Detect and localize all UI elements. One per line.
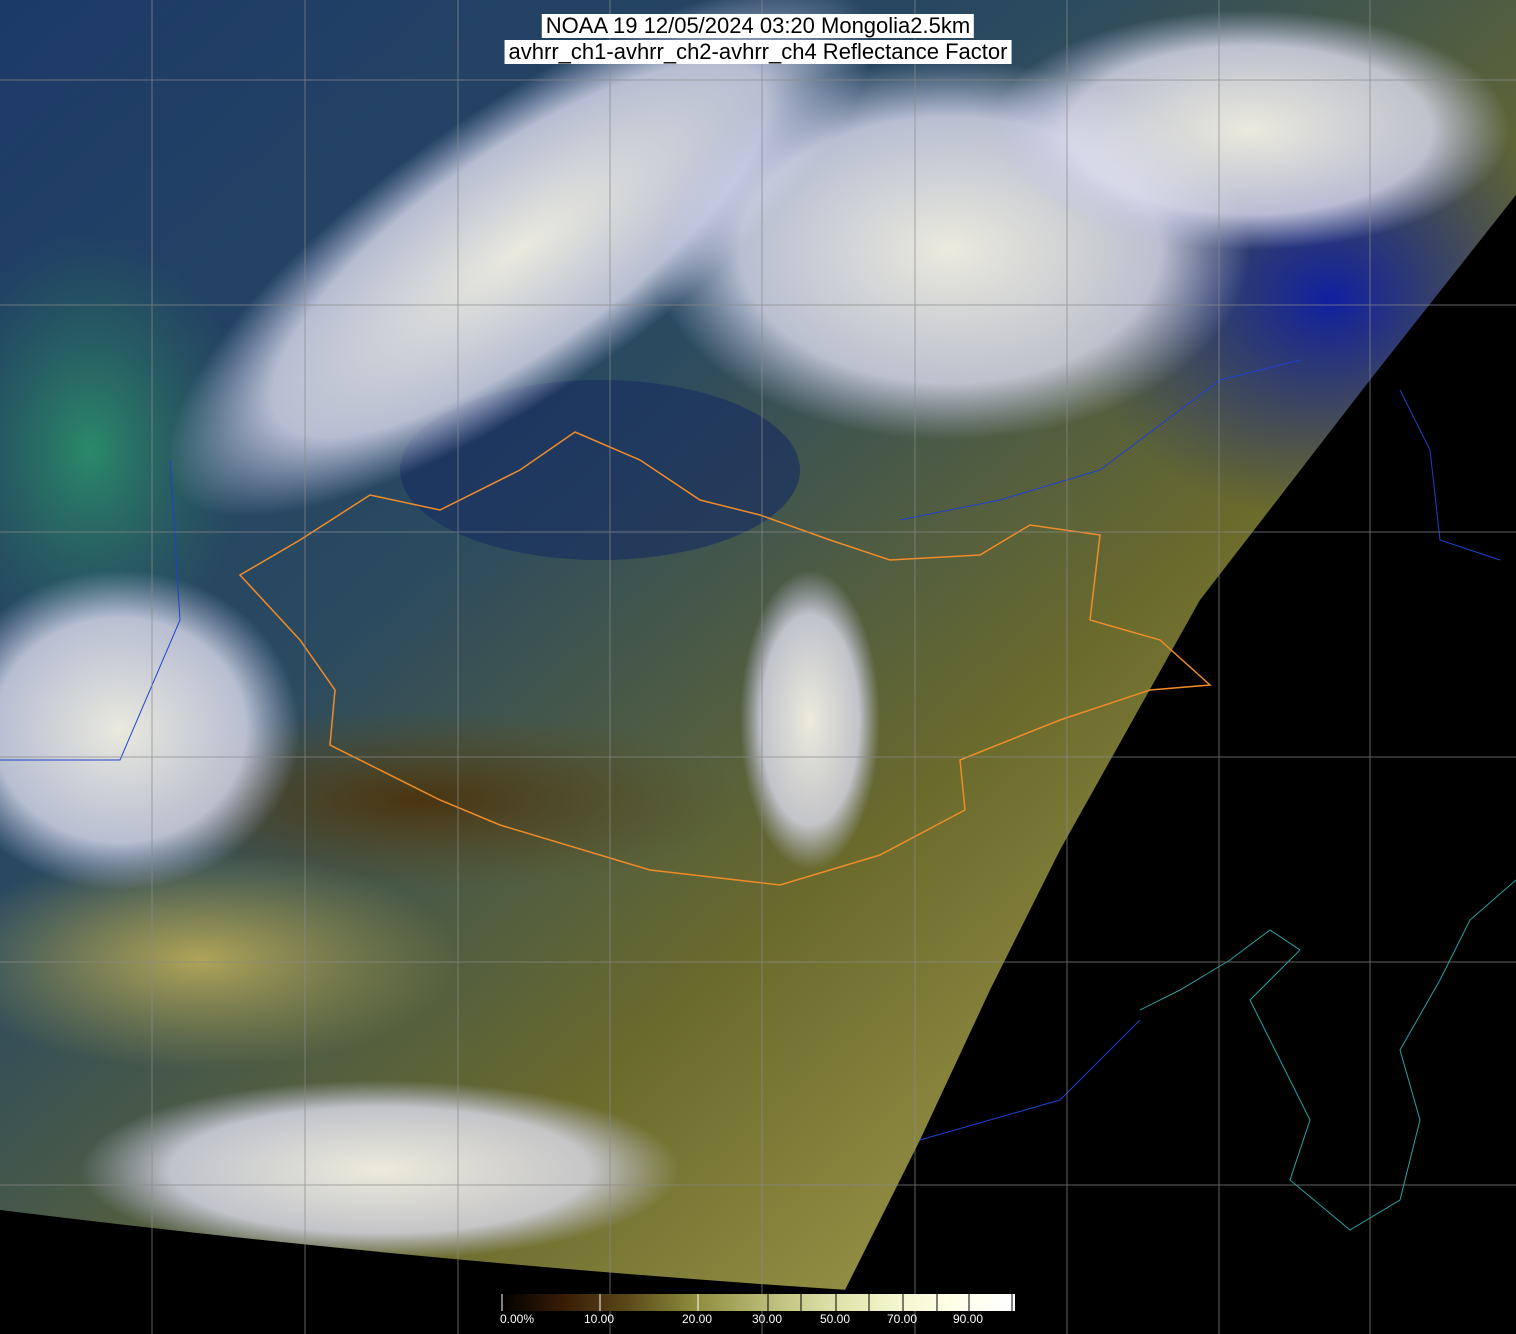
- country-border-lines: [0, 359, 1501, 1141]
- colorbar-label-0: 0.00%: [500, 1312, 535, 1326]
- cloud-band-5: [740, 570, 880, 870]
- mongolia-border: [238, 431, 1212, 886]
- coastline-korea: [1139, 879, 1516, 1231]
- cloud-band-6: [80, 1080, 680, 1260]
- no-data-east: [845, 195, 1516, 1334]
- title-line-2: avhrr_ch1-avhrr_ch2-avhrr_ch4 Reflectanc…: [504, 40, 1012, 64]
- gobi-desert: [0, 850, 460, 1070]
- colorbar-label-90: 90.00: [953, 1312, 984, 1326]
- green-region: [0, 230, 250, 670]
- colorbar-label-20: 20.00: [682, 1312, 713, 1326]
- colorbar-label-30: 30.00: [752, 1312, 783, 1326]
- cloud-band-1: [166, 0, 874, 517]
- title-line-1: NOAA 19 12/05/2024 03:20 Mongolia2.5km: [541, 14, 975, 38]
- colorbar-label-70: 70.00: [887, 1312, 918, 1326]
- colorbar: [500, 1294, 1015, 1311]
- cloud-band-3: [990, 10, 1510, 250]
- colorbar-label-10: 10.00: [584, 1312, 615, 1326]
- colorbar-label-50: 50.00: [820, 1312, 851, 1326]
- cloud-band-4: [0, 570, 300, 890]
